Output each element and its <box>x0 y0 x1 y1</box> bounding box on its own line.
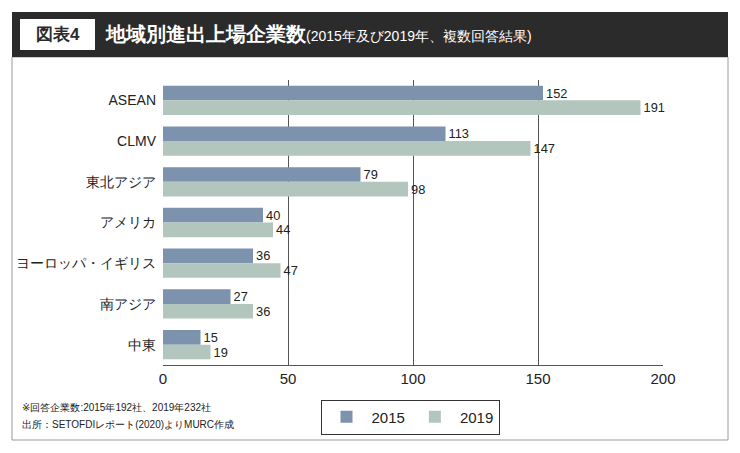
svg-text:50: 50 <box>280 370 297 387</box>
svg-text:ヨーロッパ・イギリス: ヨーロッパ・イギリス <box>16 255 156 271</box>
svg-text:79: 79 <box>364 167 378 182</box>
svg-text:152: 152 <box>546 86 567 101</box>
svg-text:36: 36 <box>256 304 270 319</box>
svg-text:※回答企業数:2015年192社、2019年232社: ※回答企業数:2015年192社、2019年232社 <box>22 402 211 413</box>
svg-text:40: 40 <box>266 208 280 223</box>
svg-text:0: 0 <box>159 370 167 387</box>
svg-text:15: 15 <box>204 330 218 345</box>
svg-text:アメリカ: アメリカ <box>100 214 156 230</box>
svg-text:南アジア: 南アジア <box>100 296 156 312</box>
svg-text:CLMV: CLMV <box>117 133 157 149</box>
svg-text:中東: 中東 <box>128 337 156 353</box>
svg-text:150: 150 <box>525 370 550 387</box>
svg-text:2015: 2015 <box>372 409 405 426</box>
svg-text:147: 147 <box>534 141 555 156</box>
svg-text:ASEAN: ASEAN <box>109 92 156 108</box>
svg-text:出所：SETOFDIレポート(2020)よりMURC作成: 出所：SETOFDIレポート(2020)よりMURC作成 <box>22 419 234 430</box>
svg-text:100: 100 <box>400 370 425 387</box>
svg-text:東北アジア: 東北アジア <box>86 174 156 190</box>
svg-text:27: 27 <box>234 289 248 304</box>
svg-text:地域別進出上場企業数(2015年及び2019年、複数回答結果: 地域別進出上場企業数(2015年及び2019年、複数回答結果) <box>105 23 532 45</box>
svg-text:200: 200 <box>650 370 675 387</box>
svg-text:98: 98 <box>411 182 425 197</box>
svg-text:19: 19 <box>214 345 228 360</box>
svg-text:44: 44 <box>276 222 290 237</box>
svg-text:191: 191 <box>644 100 665 115</box>
svg-text:47: 47 <box>284 263 298 278</box>
svg-text:2019: 2019 <box>460 409 493 426</box>
svg-text:113: 113 <box>449 126 469 141</box>
svg-text:36: 36 <box>256 248 270 263</box>
svg-text:図表4: 図表4 <box>36 25 80 44</box>
